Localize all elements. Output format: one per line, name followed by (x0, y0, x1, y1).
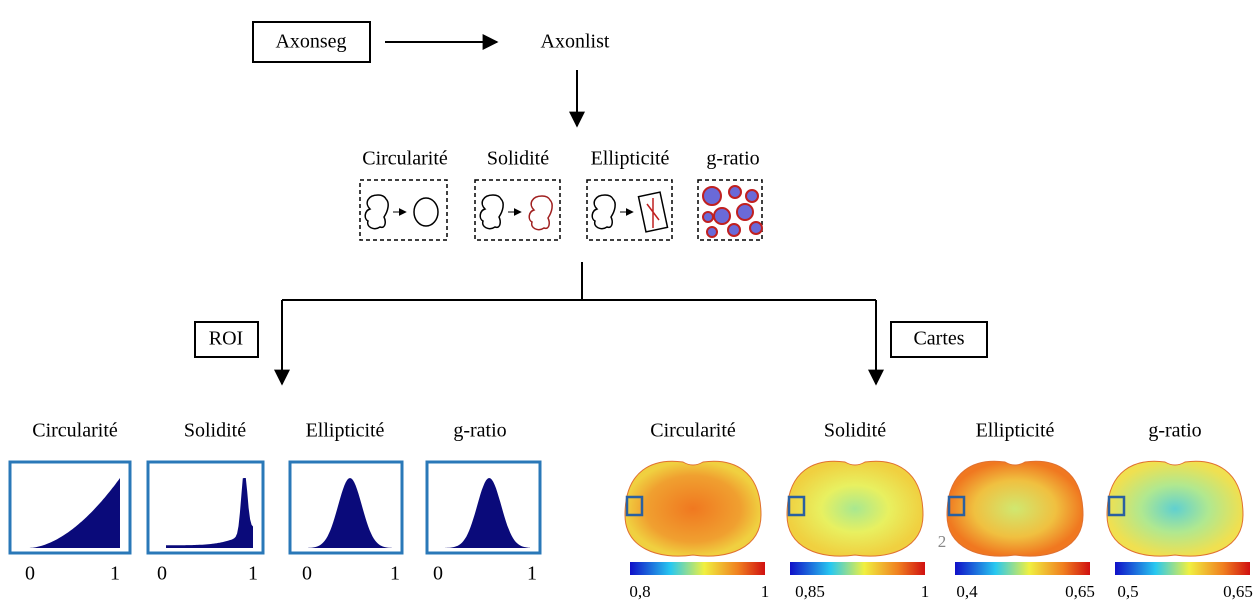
diagram: Axonseg Axonlist ROI Cartes Circularité S… (0, 0, 1256, 601)
brain-map (625, 461, 761, 556)
map-title: Circularité (650, 420, 736, 442)
gratio-icon (737, 204, 753, 220)
shape-icon (480, 195, 503, 229)
axis-min: 0 (25, 563, 35, 585)
roi-title: Ellipticité (306, 420, 385, 442)
colorbar (1115, 562, 1250, 575)
gratio-icon (729, 186, 741, 198)
shape-icon (414, 198, 438, 226)
gratio-icon (714, 208, 730, 224)
shape-icon (592, 195, 615, 229)
metric-label: Circularité (362, 148, 448, 170)
axis-min: 0 (157, 563, 167, 585)
roi-title: Circularité (32, 420, 118, 442)
source-label: Axonseg (275, 31, 346, 53)
scale-max: 0,65 (1065, 582, 1095, 601)
scale-min: 0,85 (795, 582, 825, 601)
scale-max: 1 (761, 582, 770, 601)
roi-label: ROI (209, 328, 243, 350)
brain-map (947, 461, 1083, 556)
axis-max: 1 (110, 563, 120, 585)
scale-max: 1 (921, 582, 930, 601)
gratio-icon (703, 187, 721, 205)
roi-title: Solidité (184, 420, 246, 442)
shape-icon (529, 196, 552, 230)
connector (282, 262, 876, 300)
metric-icon-box (587, 180, 672, 240)
colorbar (630, 562, 765, 575)
gratio-icon (746, 190, 758, 202)
roi-title: g-ratio (453, 420, 506, 442)
colorbar (790, 562, 925, 575)
metric-icon-box (360, 180, 447, 240)
gratio-icon (707, 227, 717, 237)
maps-label: Cartes (913, 328, 964, 350)
axis-min: 0 (302, 563, 312, 585)
axis-max: 1 (527, 563, 537, 585)
colorbar (955, 562, 1090, 575)
metric-label: Ellipticité (591, 148, 670, 170)
shape-icon (647, 198, 659, 228)
metric-icon-box (475, 180, 560, 240)
map-marker: 2 (938, 532, 947, 551)
axis-min: 0 (433, 563, 443, 585)
map-title: Ellipticité (976, 420, 1055, 442)
scale-min: 0,4 (956, 582, 978, 601)
target-label: Axonlist (541, 31, 610, 53)
scale-min: 0,5 (1117, 582, 1138, 601)
axis-max: 1 (248, 563, 258, 585)
metric-label: g-ratio (706, 148, 759, 170)
gratio-icon (750, 222, 762, 234)
map-title: g-ratio (1148, 420, 1201, 442)
gratio-icon (728, 224, 740, 236)
metric-label: Solidité (487, 148, 549, 170)
gratio-icon (703, 212, 713, 222)
scale-min: 0,8 (629, 582, 650, 601)
map-title: Solidité (824, 420, 886, 442)
brain-map (1107, 461, 1243, 556)
axis-max: 1 (390, 563, 400, 585)
shape-icon (365, 195, 388, 229)
scale-max: 0,65 (1223, 582, 1253, 601)
brain-map (787, 461, 923, 556)
